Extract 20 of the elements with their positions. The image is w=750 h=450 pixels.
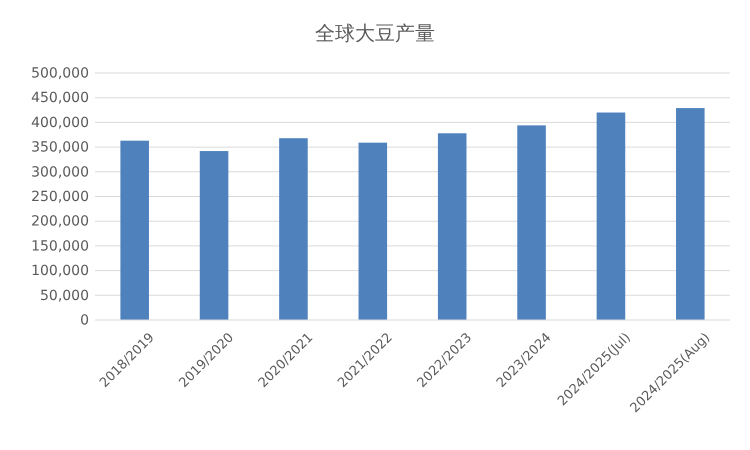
bar [279, 138, 308, 320]
y-tick-label: 0 [80, 312, 89, 328]
bar [358, 142, 388, 320]
y-tick-label: 50,000 [40, 288, 89, 304]
bar [596, 112, 626, 320]
bar [676, 108, 705, 320]
chart-title: 全球大豆产量 [315, 21, 435, 45]
y-tick-label: 250,000 [31, 188, 89, 205]
y-tick-label: 350,000 [31, 140, 89, 156]
bar [517, 125, 546, 320]
y-tick-label: 300,000 [31, 164, 89, 180]
bar [120, 140, 149, 320]
bar [200, 151, 228, 320]
y-tick-label: 100,000 [31, 263, 89, 280]
y-tick-label: 400,000 [31, 114, 89, 131]
y-tick-label: 450,000 [31, 90, 89, 106]
bar [438, 133, 466, 320]
y-tick-label: 500,000 [31, 65, 89, 82]
y-tick-label: 150,000 [31, 238, 89, 254]
y-tick-label: 200,000 [31, 214, 89, 230]
